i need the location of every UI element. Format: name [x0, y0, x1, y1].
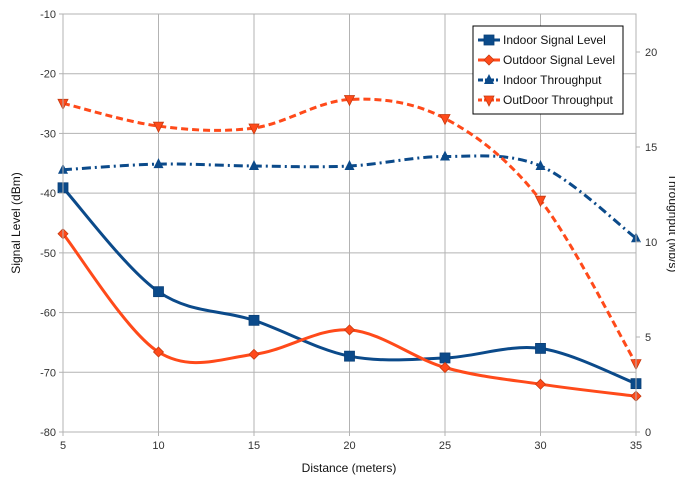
y-right-tick-label: 5 — [645, 332, 651, 344]
data-point-indoor-throughput — [535, 160, 546, 170]
y-axis-right-title: Throughput (Mb/s) — [666, 174, 675, 273]
data-point-outdoor-signal-level — [439, 361, 451, 374]
x-tick-label: 5 — [60, 440, 66, 452]
data-point-outdoor-throughput — [439, 114, 451, 126]
legend-label-indoor-throughput: Indoor Throughput — [503, 73, 602, 87]
series-layer — [57, 95, 642, 402]
data-point-indoor-throughput — [344, 160, 355, 170]
y-left-tick-label: -80 — [40, 427, 56, 439]
data-point-indoor-signal-level — [153, 286, 164, 298]
data-point-indoor-signal-level — [439, 352, 451, 364]
data-point-indoor-signal-level — [344, 350, 355, 362]
data-point-outdoor-signal-level — [343, 324, 356, 336]
y-right-tick-label: 10 — [645, 237, 657, 249]
x-tick-label: 20 — [343, 440, 355, 452]
y-left-tick-label: -10 — [40, 9, 56, 21]
data-point-indoor-throughput — [440, 150, 450, 161]
data-point-outdoor-throughput — [343, 95, 356, 107]
x-tick-label: 10 — [152, 440, 164, 452]
y-left-tick-label: -30 — [40, 128, 56, 140]
x-tick-label: 15 — [248, 440, 260, 452]
series-indoor-throughput — [58, 150, 641, 243]
y-axis-left-title: Signal Level (dBm) — [9, 172, 23, 273]
series-outdoor-signal-level — [57, 228, 642, 402]
y-right-tick-label: 15 — [645, 142, 657, 154]
data-point-indoor-signal-level — [248, 314, 260, 326]
x-tick-label: 30 — [534, 440, 546, 452]
x-axis-title: Distance (meters) — [302, 461, 397, 475]
legend-marker-indoor-throughput — [484, 74, 494, 84]
ticks: 5 10 15 20 25 30 35 -10 -20 -30 -40 -50 -60 -70 -80 0 5 1… — [40, 9, 657, 452]
data-point-indoor-throughput — [249, 160, 259, 170]
y-left-tick-label: -70 — [40, 367, 56, 379]
x-tick-label: 35 — [630, 440, 642, 452]
legend-label-indoor-signal-level: Indoor Signal Level — [503, 33, 606, 47]
y-right-tick-label: 20 — [645, 47, 657, 59]
legend-label-outdoor-throughput: OutDoor Throughput — [503, 93, 614, 107]
y-left-tick-label: -40 — [40, 188, 56, 200]
legend: Indoor Signal Level Outdoor Signal Level I… — [472, 25, 624, 115]
data-point-outdoor-signal-level — [534, 378, 547, 390]
legend-marker-indoor-signal-level — [483, 34, 495, 46]
legend-marker-outdoor-throughput — [483, 95, 495, 107]
data-point-outdoor-signal-level — [152, 346, 165, 358]
data-point-outdoor-throughput — [248, 123, 260, 135]
legend-marker-outdoor-signal-level — [483, 54, 495, 66]
x-tick-label: 25 — [439, 440, 451, 452]
data-point-outdoor-throughput — [534, 195, 547, 208]
y-left-tick-label: -20 — [40, 69, 56, 81]
legend-label-outdoor-signal-level: Outdoor Signal Level — [503, 53, 615, 67]
y-left-tick-label: -60 — [40, 308, 56, 320]
data-point-outdoor-signal-level — [248, 348, 260, 360]
y-right-tick-label: 0 — [645, 427, 651, 439]
y-left-tick-label: -50 — [40, 248, 56, 260]
data-point-indoor-throughput — [153, 158, 164, 169]
data-point-outdoor-throughput — [152, 121, 165, 133]
data-point-indoor-signal-level — [535, 342, 546, 354]
